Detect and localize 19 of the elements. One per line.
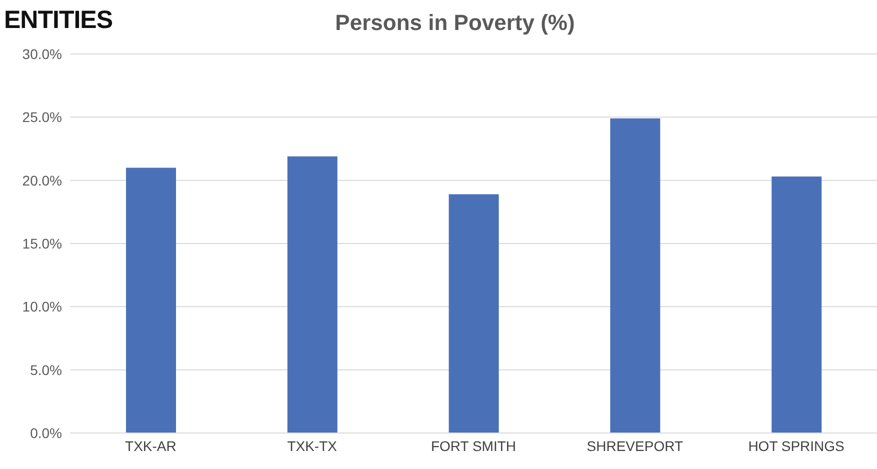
y-tick-label: 0.0%	[30, 424, 62, 441]
bar	[126, 168, 176, 433]
y-tick-label: 5.0%	[30, 362, 62, 378]
x-tick-label: HOT SPRINGS	[748, 438, 844, 454]
x-tick-label: TXK-TX	[287, 438, 338, 454]
bar	[772, 176, 822, 433]
x-tick-label: FORT SMITH	[430, 438, 516, 454]
bar	[287, 156, 338, 433]
y-tick-label: 25.0%	[22, 109, 62, 126]
y-tick-label: 20.0%	[22, 172, 62, 188]
y-tick-label: 30.0%	[22, 46, 62, 62]
x-tick-label: TXK-AR	[125, 438, 176, 454]
bar	[448, 194, 499, 433]
bar	[610, 118, 660, 433]
x-tick-label: SHREVEPORT	[586, 438, 684, 454]
chart-title: Persons in Poverty (%)	[335, 10, 575, 35]
y-tick-label: 10.0%	[22, 298, 62, 315]
text: ENTITIES	[4, 6, 113, 35]
y-tick-label: 15.0%	[22, 235, 62, 252]
